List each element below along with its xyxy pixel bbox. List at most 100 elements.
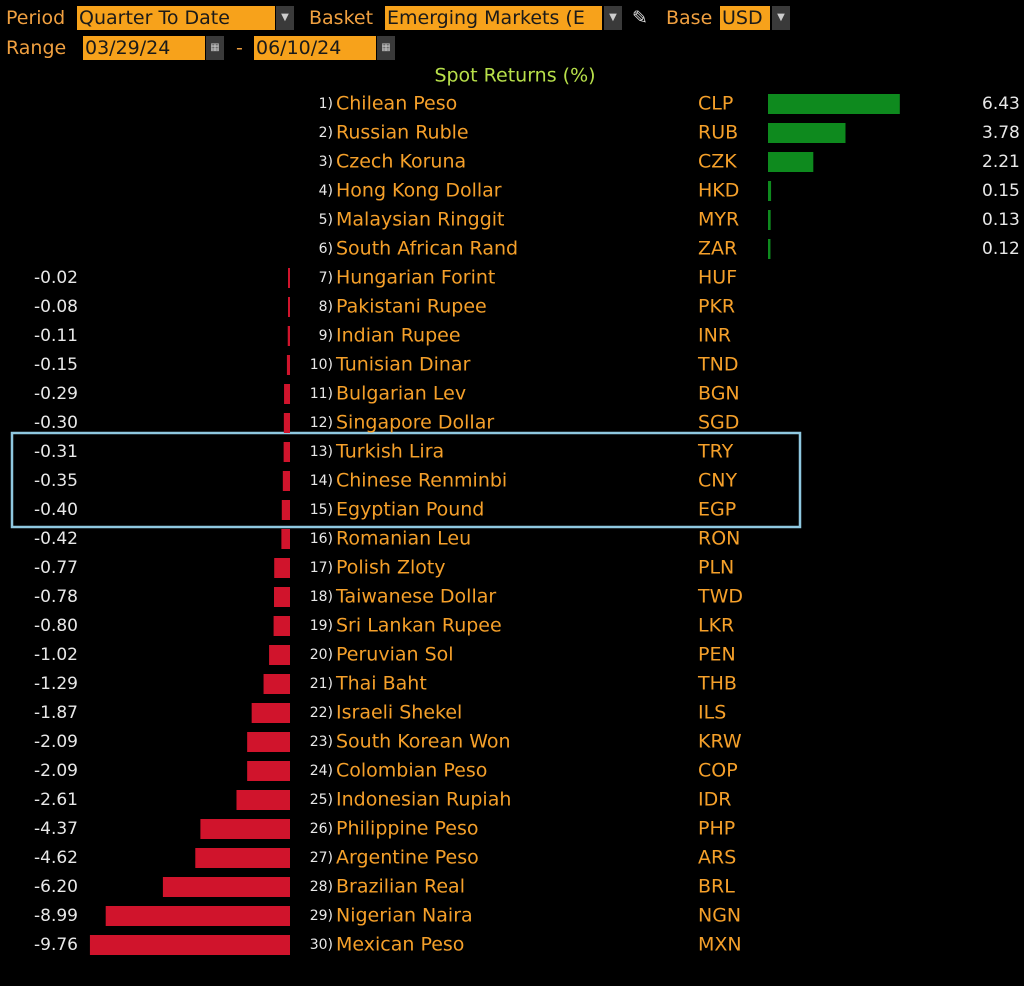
currency-code: CNY bbox=[698, 470, 737, 492]
currency-code: HUF bbox=[698, 267, 737, 289]
bar bbox=[195, 848, 290, 868]
rank: 26) bbox=[310, 821, 333, 837]
currency-code: THB bbox=[697, 673, 737, 695]
rank: 18) bbox=[310, 589, 333, 605]
rank: 3) bbox=[319, 154, 333, 170]
period-label: Period bbox=[6, 7, 66, 29]
currency-name: Hong Kong Dollar bbox=[336, 180, 502, 202]
rank: 27) bbox=[310, 850, 333, 866]
currency-name: Colombian Peso bbox=[336, 760, 487, 782]
currency-name: Malaysian Ringgit bbox=[336, 209, 504, 231]
currency-code: BGN bbox=[698, 383, 740, 405]
bar bbox=[105, 906, 290, 926]
currency-name: Philippine Peso bbox=[336, 818, 479, 840]
rank: 14) bbox=[310, 473, 333, 489]
bar bbox=[274, 587, 290, 607]
value-label: -0.35 bbox=[34, 471, 78, 491]
currency-name: Sri Lankan Rupee bbox=[336, 615, 502, 637]
currency-code: CZK bbox=[698, 151, 737, 173]
bar bbox=[247, 761, 290, 781]
currency-name: Russian Ruble bbox=[336, 122, 469, 144]
dropdown-arrow[interactable]: ▼ bbox=[772, 6, 790, 30]
currency-name: Brazilian Real bbox=[336, 876, 465, 898]
currency-code: PHP bbox=[698, 818, 735, 840]
period-dropdown[interactable]: Quarter To Date bbox=[77, 6, 275, 30]
value-label: -0.42 bbox=[34, 529, 78, 549]
currency-name: Turkish Lira bbox=[335, 441, 444, 463]
rank: 20) bbox=[310, 647, 333, 663]
bar bbox=[263, 674, 290, 694]
rank: 1) bbox=[319, 96, 333, 112]
bar bbox=[283, 442, 290, 462]
bar bbox=[284, 384, 290, 404]
base-dropdown[interactable]: USD bbox=[720, 6, 770, 30]
currency-name: Egyptian Pound bbox=[336, 499, 484, 521]
value-label: -1.02 bbox=[34, 645, 78, 665]
value-label: -6.20 bbox=[34, 877, 78, 897]
chart-title: Spot Returns (%) bbox=[434, 65, 595, 87]
currency-name: Tunisian Dinar bbox=[335, 354, 471, 376]
value-label: -4.37 bbox=[34, 819, 78, 839]
bar bbox=[768, 181, 772, 201]
value-label: -9.76 bbox=[34, 935, 78, 955]
currency-code: RON bbox=[698, 528, 740, 550]
bar bbox=[286, 355, 290, 375]
currency-name: Hungarian Forint bbox=[336, 267, 495, 289]
bar bbox=[200, 819, 290, 839]
bar bbox=[236, 790, 290, 810]
currency-name: Chinese Renminbi bbox=[336, 470, 507, 492]
bar bbox=[162, 877, 290, 897]
value-label: -0.15 bbox=[34, 355, 78, 375]
rank: 8) bbox=[319, 299, 333, 315]
rank: 24) bbox=[310, 763, 333, 779]
currency-name: Indonesian Rupiah bbox=[336, 789, 511, 811]
currency-code: KRW bbox=[698, 731, 742, 753]
basket-dropdown[interactable]: Emerging Markets (E bbox=[385, 6, 602, 30]
calendar-icon[interactable]: ▦ bbox=[377, 36, 395, 60]
dropdown-arrow[interactable]: ▼ bbox=[604, 6, 622, 30]
rank: 11) bbox=[310, 386, 333, 402]
currency-code: LKR bbox=[698, 615, 734, 637]
value-label: 0.13 bbox=[982, 210, 1020, 230]
value-label: -0.30 bbox=[34, 413, 78, 433]
currency-code: INR bbox=[698, 325, 731, 347]
bar bbox=[768, 210, 771, 230]
value-label: -0.78 bbox=[34, 587, 78, 607]
rank: 22) bbox=[310, 705, 333, 721]
currency-name: South Korean Won bbox=[336, 731, 511, 753]
currency-name: Chilean Peso bbox=[336, 93, 457, 115]
end-date[interactable]: 06/10/24 bbox=[254, 36, 376, 60]
currency-code: HKD bbox=[698, 180, 739, 202]
range-label: Range bbox=[6, 37, 67, 59]
calendar-icon[interactable]: ▦ bbox=[206, 36, 224, 60]
currency-code: BRL bbox=[698, 876, 735, 898]
dropdown-arrow[interactable]: ▼ bbox=[276, 6, 294, 30]
currency-name: Argentine Peso bbox=[336, 847, 479, 869]
currency-code: EGP bbox=[698, 499, 736, 521]
bar bbox=[287, 326, 290, 346]
rank: 5) bbox=[319, 212, 333, 228]
bar bbox=[768, 239, 771, 259]
rank: 17) bbox=[310, 560, 333, 576]
pen-icon[interactable]: ✎ bbox=[632, 7, 648, 29]
value-label: -1.87 bbox=[34, 703, 78, 723]
bar bbox=[282, 471, 290, 491]
currency-code: MYR bbox=[698, 209, 739, 231]
rank: 15) bbox=[310, 502, 333, 518]
rank: 2) bbox=[319, 125, 333, 141]
bar bbox=[269, 645, 290, 665]
rank: 30) bbox=[310, 937, 333, 953]
value-label: -0.02 bbox=[34, 268, 78, 288]
range-separator: - bbox=[236, 37, 243, 59]
currency-code: TND bbox=[697, 354, 738, 376]
bar bbox=[273, 616, 290, 636]
currency-name: Nigerian Naira bbox=[336, 905, 473, 927]
value-label: 2.21 bbox=[982, 152, 1020, 172]
value-label: -1.29 bbox=[34, 674, 78, 694]
start-date[interactable]: 03/29/24 bbox=[83, 36, 205, 60]
currency-name: Polish Zloty bbox=[336, 557, 446, 579]
rank: 28) bbox=[310, 879, 333, 895]
currency-code: CLP bbox=[698, 93, 733, 115]
currency-code: COP bbox=[698, 760, 738, 782]
